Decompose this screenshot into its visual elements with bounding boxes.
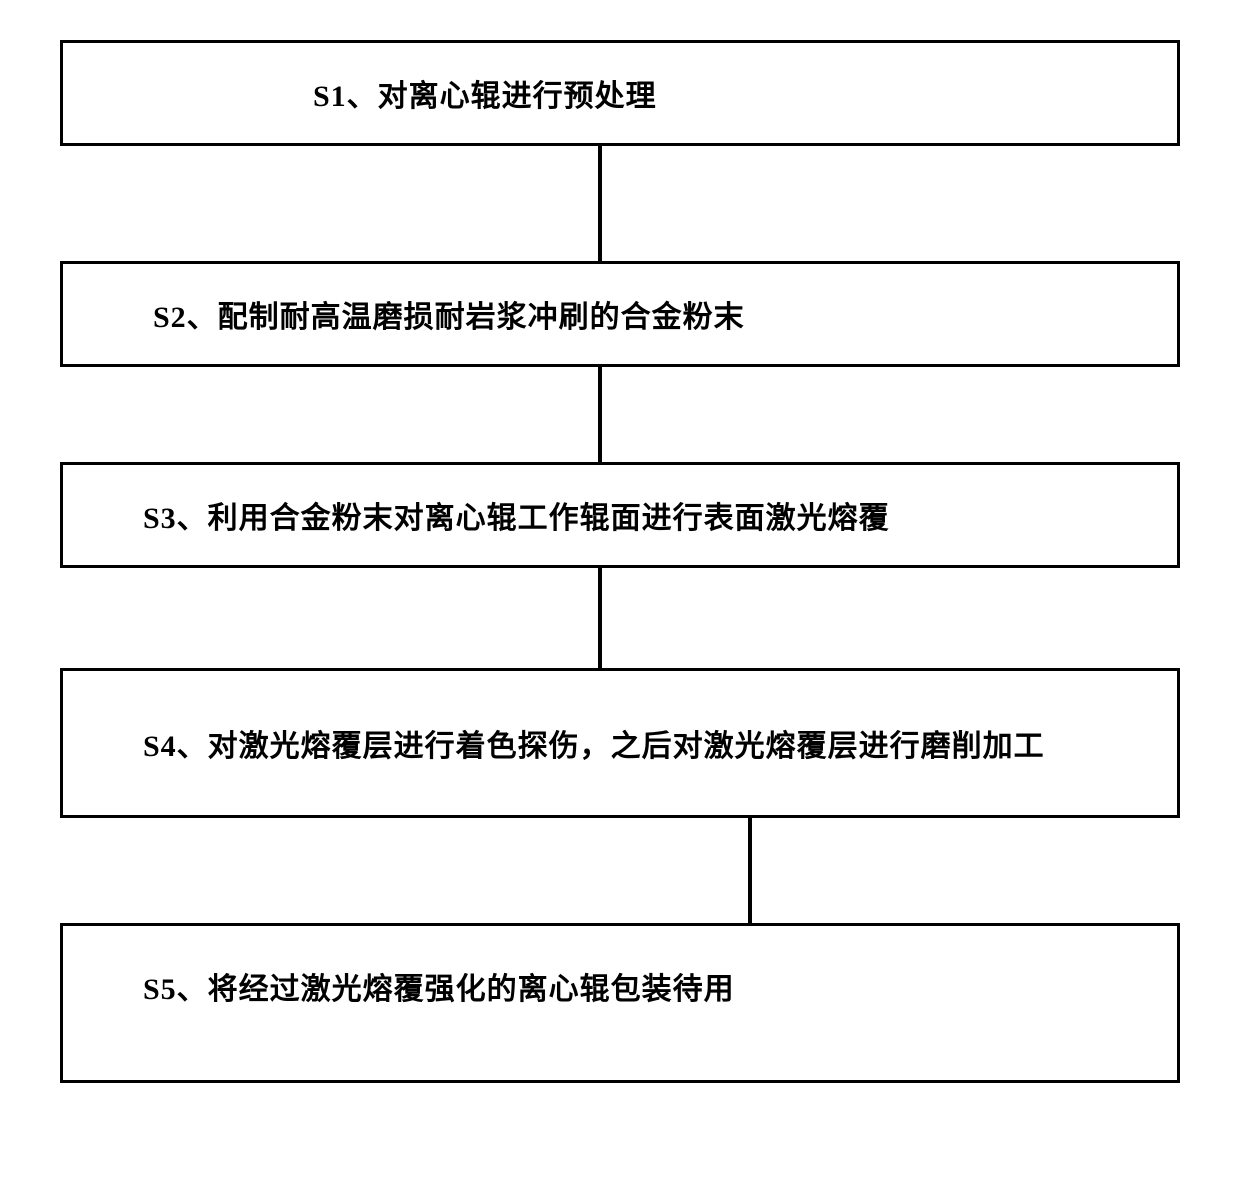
flow-step-s1-label: S1、对离心辊进行预处理 — [123, 71, 657, 115]
flow-step-s3-label: S3、利用合金粉末对离心辊工作辊面进行表面激光熔覆 — [123, 493, 890, 537]
flow-step-s3: S3、利用合金粉末对离心辊工作辊面进行表面激光熔覆 — [60, 462, 1180, 568]
flow-step-s4-label: S4、对激光熔覆层进行着色探伤，之后对激光熔覆层进行磨削加工 — [123, 721, 1045, 765]
flow-connector-4 — [748, 818, 752, 923]
flow-step-s5-label: S5、将经过激光熔覆强化的离心辊包装待用 — [123, 964, 735, 1008]
flow-step-s2: S2、配制耐高温磨损耐岩浆冲刷的合金粉末 — [60, 261, 1180, 367]
flowchart-container: S1、对离心辊进行预处理 S2、配制耐高温磨损耐岩浆冲刷的合金粉末 S3、利用合… — [50, 40, 1190, 1083]
flow-step-s4: S4、对激光熔覆层进行着色探伤，之后对激光熔覆层进行磨削加工 — [60, 668, 1180, 818]
flow-connector-3 — [598, 568, 602, 668]
flow-connector-1 — [598, 146, 602, 261]
flow-connector-2 — [598, 367, 602, 462]
flow-step-s1: S1、对离心辊进行预处理 — [60, 40, 1180, 146]
flow-step-s5: S5、将经过激光熔覆强化的离心辊包装待用 — [60, 923, 1180, 1083]
flow-step-s2-label: S2、配制耐高温磨损耐岩浆冲刷的合金粉末 — [123, 292, 745, 336]
